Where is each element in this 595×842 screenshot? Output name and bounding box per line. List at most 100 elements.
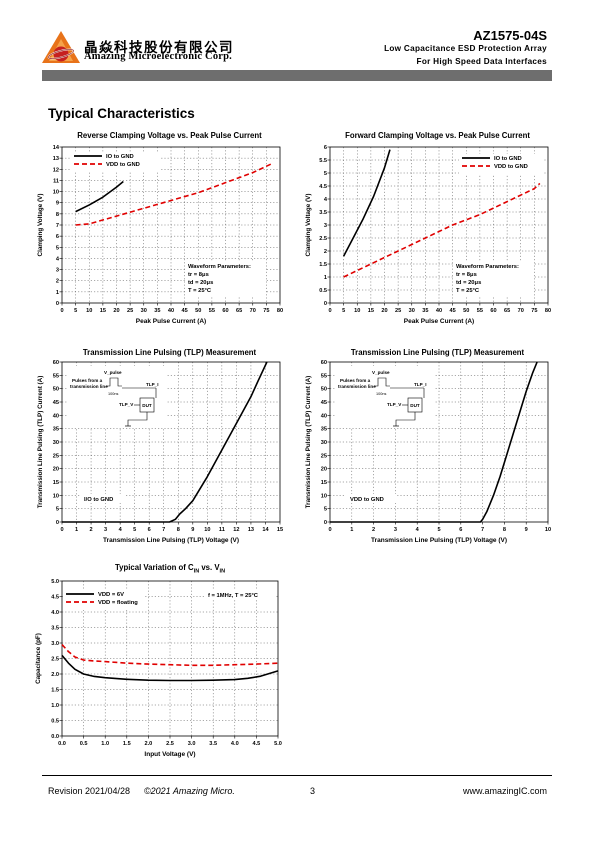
chart-5-y-axis-label: Capacitance (pF) [35, 633, 42, 684]
chart-5-title: Typical Variation of CIN vs. VIN [40, 563, 300, 575]
chart-3-series-label: I/O to GND [84, 497, 113, 503]
chart-4-series-1-line [330, 361, 538, 523]
chart-4-tick-label-y: 50 [321, 387, 327, 393]
chart-4-inset-pulse-label-2: transmission line [338, 384, 376, 389]
chart-4-inset-v-pulse: V_pulse [372, 370, 390, 375]
chart-1-tick-label-y: 2 [56, 279, 59, 285]
chart-3-tick-label-x: 4 [119, 527, 123, 533]
chart-1-params-box [185, 261, 265, 297]
chart-5-series-2-line [61, 644, 279, 667]
company-name-en: Amazing Microelectronic Corp. [84, 51, 232, 62]
chart-5-tick-label-x: 1.5 [123, 741, 131, 747]
chart-3-tick-label-y: 30 [53, 440, 59, 446]
chart-1-tick-label-x: 80 [277, 308, 283, 314]
chart-4-tick-label-y: 30 [321, 440, 327, 446]
chart-1-tick-label-y: 12 [53, 167, 59, 173]
chart-1-tick-label-x: 75 [263, 308, 269, 314]
chart-3-tick-label-y: 55 [53, 373, 59, 379]
chart-5-tick-label-x: 4.5 [253, 741, 261, 747]
chart-1-tick-label-y: 3 [56, 268, 59, 274]
chart-1-plot-frame [61, 146, 281, 304]
chart-4-series-label-box [346, 494, 396, 503]
chart-4-tick-label-y: 20 [321, 467, 327, 473]
chart-4-tick-label-x: 3 [394, 527, 397, 533]
chart-3-series-1-line [62, 361, 268, 523]
chart-2-tick-label-x: 40 [436, 308, 442, 314]
chart-4-tick-label-x: 5 [437, 527, 440, 533]
chart-3-inset-pulse-label-2: transmission line [70, 384, 108, 389]
chart-3-inset-pulse-shape [106, 377, 122, 387]
chart-4-series-label: VDD to GND [350, 497, 384, 503]
chart-1-param-4: T = 25°C [188, 288, 212, 294]
chart-4-tick-label-y: 60 [321, 360, 327, 366]
chart-2-tick-label-x: 75 [531, 308, 537, 314]
chart-3-tick-label-x: 12 [233, 527, 239, 533]
chart-2-series-2-line [343, 182, 541, 278]
chart-5-tick-label-y: 1.0 [51, 703, 59, 709]
chart-2-tick-label-y: 5.5 [319, 158, 327, 164]
chart-2-legend-label-1: IO to GND [494, 156, 522, 162]
chart-5-title-sub2: IN [219, 568, 226, 575]
chart-2-series-1-line [342, 149, 391, 257]
chart-5-legend-box [63, 590, 145, 610]
chart-5-title-mid: vs. V [199, 563, 220, 572]
chart-5-x-axis-label: Input Voltage (V) [144, 751, 195, 758]
chart-4-tick-label-x: 8 [503, 527, 506, 533]
chart-1-tick-label-x: 70 [250, 308, 256, 314]
chart-3-inset-duration: 100ns [108, 392, 118, 396]
chart-1-tick-label-x: 35 [154, 308, 160, 314]
chart-3-inset-box [68, 366, 166, 428]
footer-line [42, 775, 552, 776]
chart-2-plot-frame [329, 146, 549, 304]
chart-4-tick-label-y: 35 [321, 427, 327, 433]
chart-2-tick-label-x: 0 [328, 308, 331, 314]
chart-2-tick-label-y: 1 [324, 275, 327, 281]
chart-5-series-1-line [61, 654, 279, 682]
chart-5-plot-frame [61, 580, 279, 737]
chart-2-param-4: T = 25°C [456, 288, 480, 294]
footer-page-number: 3 [310, 786, 316, 796]
chart-3-y-axis-label: Transmission Line Pulsing (TLP) Current … [37, 376, 44, 509]
chart-4-tick-label-x: 7 [481, 527, 484, 533]
chart-4-inset-ground-wire [395, 412, 416, 426]
chart-3-tick-label-y: 20 [53, 467, 59, 473]
chart-2-legend-box [459, 154, 543, 174]
chart-2-tick-label-x: 60 [490, 308, 496, 314]
chart-1-tick-label-y: 5 [56, 245, 59, 251]
chart-1-legend-label-1: IO to GND [106, 154, 134, 160]
company-name-cn: 晶焱科技股份有限公司 [84, 40, 234, 56]
chart-4-tick-label-y: 5 [324, 507, 327, 513]
chart-4-tick-label-x: 6 [459, 527, 462, 533]
part-number: AZ1575-04S [473, 28, 547, 43]
chart-3-tick-label-y: 0 [56, 520, 59, 526]
chart-3-tick-label-x: 7 [162, 527, 165, 533]
chart-2-tick-label-x: 25 [395, 308, 401, 314]
chart-1-tick-label-y: 8 [56, 212, 59, 218]
chart-2-tick-label-x: 15 [368, 308, 374, 314]
chart-1-tick-label-x: 0 [60, 308, 63, 314]
chart-1-series-1-line [75, 180, 124, 213]
chart-4-tick-label-x: 9 [525, 527, 528, 533]
chart-4-tick-label-y: 0 [324, 520, 327, 526]
chart-3-inset-i-label: TLP_I [146, 382, 159, 387]
chart-1-series-2-line [75, 162, 273, 226]
chart-4-tick-label-y: 40 [321, 413, 327, 419]
chart-3-tick-label-x: 8 [177, 527, 180, 533]
chart-4-inset-dut: DUT [410, 403, 420, 408]
chart-5-tick-label-x: 1.0 [101, 741, 109, 747]
chart-1-tick-label-y: 4 [56, 256, 60, 262]
chart-4-inset-duration: 100ns [376, 392, 386, 396]
chart-1-tick-label-x: 65 [236, 308, 242, 314]
chart-3-tick-label-x: 14 [262, 527, 269, 533]
chart-2-tick-label-y: 0 [324, 301, 327, 307]
chart-1-tick-label-y: 9 [56, 201, 59, 207]
chart-1-param-1: Waveform Parameters: [188, 264, 251, 270]
chart-3-tick-label-x: 6 [148, 527, 151, 533]
chart-2-tick-label-x: 45 [450, 308, 456, 314]
chart-5-tick-label-x: 3.5 [209, 741, 217, 747]
chart-3-tick-label-x: 11 [219, 527, 225, 533]
chart-3-tick-label-y: 10 [53, 493, 59, 499]
header-bar [42, 70, 552, 81]
chart-3-tick-label-x: 3 [104, 527, 107, 533]
